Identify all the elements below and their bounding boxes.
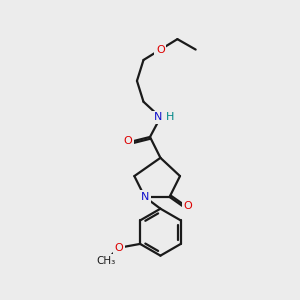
Text: CH₃: CH₃	[96, 256, 115, 266]
Text: O: O	[156, 45, 165, 55]
Text: O: O	[184, 201, 192, 211]
Text: O: O	[124, 136, 132, 146]
Text: H: H	[165, 112, 174, 122]
Text: N: N	[154, 112, 162, 122]
Text: O: O	[114, 243, 123, 253]
Text: N: N	[141, 192, 149, 202]
